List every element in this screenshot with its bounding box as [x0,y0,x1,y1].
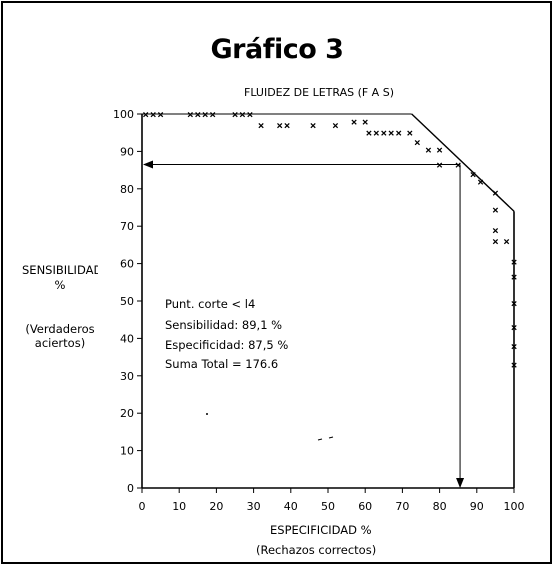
y-tick-label: 50 [120,295,134,308]
y-tick-label: 80 [120,183,134,196]
data-point-x-marker: × [455,158,462,171]
data-point-x-marker: × [209,108,216,121]
annotation-specificity: Especificidad: 87,5 % [165,338,289,352]
data-point-x-marker: × [332,119,339,132]
data-point-x-marker: × [492,235,499,248]
data-point-x-marker: × [150,108,157,121]
y-tick-label: 10 [120,445,134,458]
y-tick-label: 20 [120,407,134,420]
data-point-x-marker: × [503,235,510,248]
data-point-x-marker: × [436,158,443,171]
x-axis-label-line-1: ESPECIFICIDAD % [270,523,372,537]
data-point-x-marker: × [492,224,499,237]
data-point-x-marker: × [247,108,254,121]
annotation-cutoff: Punt. corte < l4 [165,297,256,311]
y-tick-label: 40 [120,332,134,345]
x-tick-label: 70 [395,500,409,513]
chart-title: Gráfico 3 [210,34,344,65]
data-point-x-marker: × [276,119,283,132]
annotation-sensitivity: Sensibilidad: 89,1 % [165,318,283,332]
data-point-x-marker: × [187,108,194,121]
data-point-x-marker: × [407,127,414,140]
chart-subtitle: FLUIDEZ DE LETRAS (F A S) [244,86,394,99]
x-tick-label: 10 [172,500,186,513]
speck [328,436,334,439]
data-point-x-marker: × [511,359,518,372]
y-tick-label: 90 [120,145,134,158]
data-point-x-marker: × [366,127,373,140]
data-point-x-marker: × [511,297,518,310]
x-tick-label: 0 [139,500,146,513]
x-tick-label: 20 [209,500,223,513]
data-point-x-marker: × [492,187,499,200]
data-point-x-marker: × [492,203,499,216]
x-tick-label: 80 [433,500,447,513]
data-point-x-marker: × [380,127,387,140]
x-tick-label: 50 [321,500,335,513]
data-point-x-marker: × [425,144,432,157]
x-tick-label: 30 [247,500,261,513]
data-point-x-marker: × [239,108,246,121]
data-point-x-marker: × [202,108,209,121]
data-point-x-marker: × [470,168,477,181]
data-point-x-marker: × [373,127,380,140]
speck [317,438,323,441]
data-point-x-marker: × [157,108,164,121]
data-point-x-marker: × [232,108,239,121]
y-tick-label: 70 [120,220,134,233]
y-tick-label: 30 [120,370,134,383]
x-tick-label: 90 [470,500,484,513]
data-point-x-marker: × [142,108,149,121]
y-axis-label-line-3: (Verdaderos [25,322,95,336]
y-axis-label-line-2: % [54,278,66,292]
y-tick-label: 100 [113,108,134,121]
speck [206,413,208,415]
data-point-x-marker: × [395,127,402,140]
data-point-x-marker: × [284,119,291,132]
y-axis-label-line-1: SENSIBILIDAD [22,263,98,277]
y-axis-label-line-4: aciertos) [34,336,86,350]
data-point-x-marker: × [511,256,518,269]
x-tick-label: 40 [284,500,298,513]
y-tick-label: 60 [120,258,134,271]
data-point-x-marker: × [511,321,518,334]
boundary-line [411,113,515,212]
data-point-x-marker: × [477,175,484,188]
x-axis-label-line-2: (Rechazos correctos) [256,543,377,557]
y-tick-label: 0 [127,482,134,495]
data-point-x-marker: × [414,136,421,149]
data-point-x-marker: × [258,119,265,132]
data-point-x-marker: × [194,108,201,121]
data-point-x-marker: × [511,340,518,353]
data-point-x-marker: × [511,271,518,284]
x-tick-label: 60 [358,500,372,513]
data-point-x-marker: × [388,127,395,140]
data-point-x-marker: × [436,144,443,157]
annotation-total: Suma Total = 176.6 [165,357,279,371]
data-point-x-marker: × [362,115,369,128]
data-point-x-marker: × [351,115,358,128]
data-point-x-marker: × [310,119,317,132]
x-tick-label: 100 [504,500,525,513]
